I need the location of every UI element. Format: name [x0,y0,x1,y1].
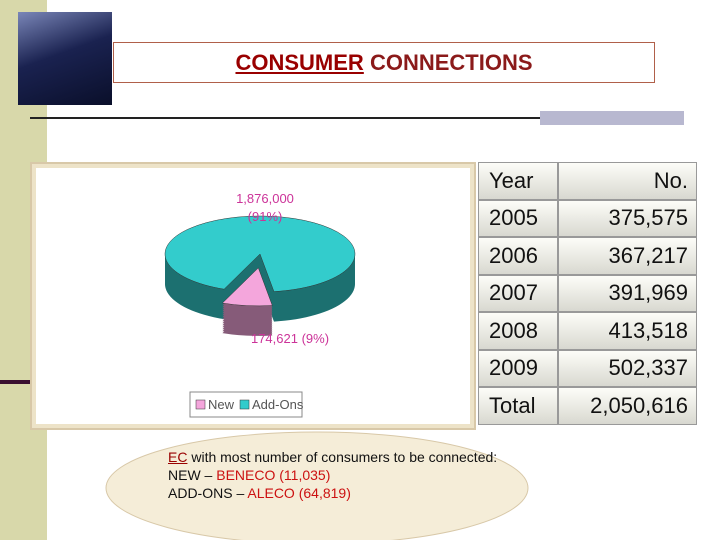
chart: 1,876,000 (91%) 174,621 (9%) New Add-Ons [30,162,476,430]
note-ellipse [105,431,529,540]
value-label: 1,876,000 (91%) [236,191,294,224]
city-photo [18,12,112,105]
table-cell: Total [478,387,558,425]
table-row: 2006 367,217 [478,237,697,275]
value-label-box: 174,621 (9%) [250,331,330,346]
title-word: CONSUMER [235,49,364,75]
note-text: BENECO (11,035) [216,467,331,483]
table-cell: 391,969 [558,274,697,312]
table-cell: 2008 [478,312,558,350]
legend-swatch [195,399,206,410]
table-cell: 2,050,616 [558,387,697,425]
note-text: EC [168,449,188,465]
table-cell: 367,217 [558,237,697,275]
pie-slice [221,267,273,307]
table-row: 2008 413,518 [478,312,697,350]
strip-line [0,380,30,384]
table-cell: 2005 [478,199,558,237]
legend: New Add-Ons [189,391,304,418]
note-line: ADD-ONS – ALECO (64,819) [168,484,498,502]
title-box: CONSUMER CONNECTIONS [113,42,655,83]
note-line: EC with most number of consumers to be c… [168,448,498,466]
legend-swatch [239,399,250,410]
table-cell: No. [558,162,697,200]
table-row: 2009 502,337 [478,349,697,387]
table-cell: 2009 [478,349,558,387]
value-label-box: 1,876,000 (91%) [236,191,294,224]
table-cell: 2007 [478,274,558,312]
table-row: Year No. [478,162,697,200]
table-cell: 375,575 [558,199,697,237]
ellipse [105,431,529,540]
legend-label: New [208,397,235,412]
value-label: 174,621 (9%) [250,331,330,346]
rule [30,117,540,119]
table-row: Total 2,050,616 [478,387,697,425]
title-word: CONNECTIONS [369,49,533,75]
table-cell: 413,518 [558,312,697,350]
rule-bar [540,111,684,125]
table-cell: Year [478,162,558,200]
note-text: with most number of consumers to be conn… [187,449,498,465]
legend-label: Add-Ons [252,397,304,412]
table-row: 2007 391,969 [478,274,697,312]
pie-slice [164,215,356,292]
note-text: ALECO (64,819) [247,485,351,501]
note-text: ADD-ONS – [168,485,248,501]
table-row: 2005 375,575 [478,199,697,237]
note: EC with most number of consumers to be c… [168,448,498,502]
note-line: NEW – BENECO (11,035) [168,466,498,484]
note-text: NEW – [168,467,217,483]
table-cell: 2006 [478,237,558,275]
table-cell: 502,337 [558,349,697,387]
table: Year No. 2005 375,575 2006 367,217 2007 391,969… [478,162,697,425]
